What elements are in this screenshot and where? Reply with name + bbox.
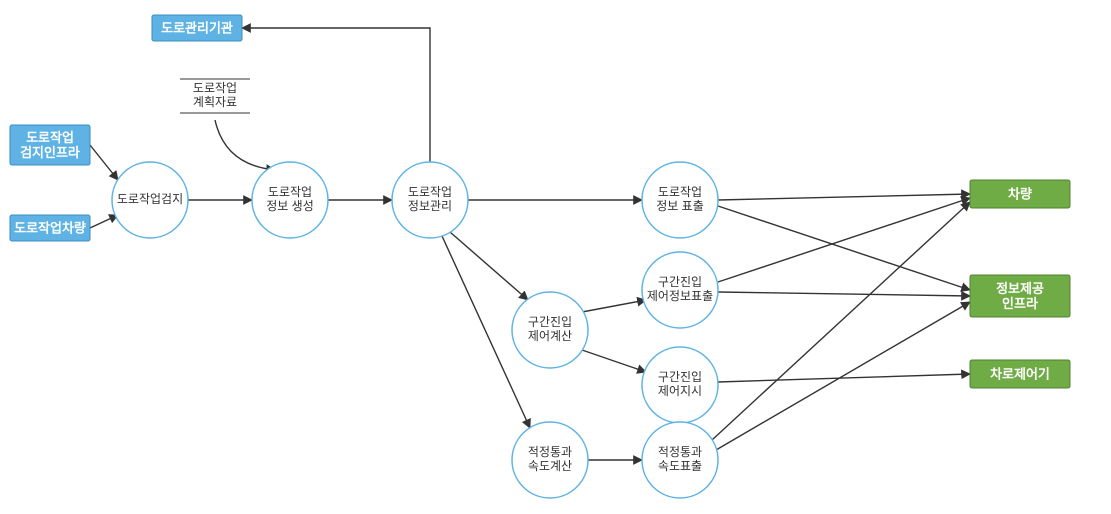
circle-node-entry_info: 구간진입제어정보표출 bbox=[642, 252, 718, 328]
svg-text:도로작업: 도로작업 bbox=[193, 81, 237, 95]
circle-node-info_disp: 도로작업정보 표출 bbox=[642, 162, 718, 238]
edge-speed_disp-to-vehicle bbox=[712, 202, 970, 440]
rect-node-road_mgmt_agency: 도로관리기관 bbox=[152, 15, 242, 41]
circle-node-speed_calc: 적정통과속도계산 bbox=[512, 422, 588, 498]
circle-node-info_gen: 도로작업정보 생성 bbox=[252, 162, 328, 238]
rect-node-detect_infra: 도로작업검지인프라 bbox=[10, 125, 90, 165]
svg-text:구간진입: 구간진입 bbox=[528, 315, 572, 329]
edge-entry_info-to-info_infra bbox=[718, 292, 970, 296]
circle-node-detect: 도로작업검지 bbox=[112, 162, 188, 238]
rect-node-work_vehicle: 도로작업차량 bbox=[10, 215, 90, 241]
circle-node-entry_cmd: 구간진입제어지시 bbox=[642, 347, 718, 423]
circle-node-entry_calc: 구간진입제어계산 bbox=[512, 292, 588, 368]
svg-text:제어계산: 제어계산 bbox=[528, 329, 572, 343]
edge-detect_infra-to-detect bbox=[90, 145, 118, 180]
edge-plan-to-info_gen bbox=[215, 120, 275, 170]
svg-text:정보관리: 정보관리 bbox=[408, 199, 452, 213]
svg-text:적정통과: 적정통과 bbox=[528, 445, 572, 459]
circle-node-info_mgmt: 도로작업정보관리 bbox=[392, 162, 468, 238]
label-plan-data: 도로작업계획자료 bbox=[180, 79, 250, 113]
svg-text:차량: 차량 bbox=[1008, 186, 1032, 201]
svg-text:도로작업: 도로작업 bbox=[268, 185, 312, 199]
edge-info_disp-to-vehicle bbox=[718, 194, 970, 200]
svg-text:속도표출: 속도표출 bbox=[658, 459, 702, 473]
rect-node-info_infra: 정보제공인프라 bbox=[970, 275, 1070, 317]
edge-work_vehicle-to-detect bbox=[90, 215, 118, 228]
svg-text:정보 표출: 정보 표출 bbox=[656, 199, 704, 213]
edge-info_mgmt-to-agency bbox=[242, 28, 430, 162]
svg-text:도로작업: 도로작업 bbox=[408, 185, 452, 199]
svg-text:속도계산: 속도계산 bbox=[528, 459, 572, 473]
svg-text:도로작업차량: 도로작업차량 bbox=[14, 220, 86, 235]
svg-text:정보제공: 정보제공 bbox=[996, 281, 1044, 296]
svg-text:구간진입: 구간진입 bbox=[658, 275, 702, 289]
svg-text:차로제어기: 차로제어기 bbox=[990, 366, 1050, 381]
svg-text:도로작업: 도로작업 bbox=[658, 185, 702, 199]
edge-info_disp-to-info_infra bbox=[718, 206, 970, 290]
svg-text:검지인프라: 검지인프라 bbox=[20, 145, 80, 160]
svg-text:도로관리기관: 도로관리기관 bbox=[161, 20, 233, 35]
svg-text:구간진입: 구간진입 bbox=[658, 370, 702, 384]
svg-text:계획자료: 계획자료 bbox=[193, 95, 237, 109]
svg-text:적정통과: 적정통과 bbox=[658, 445, 702, 459]
flow-diagram: 도로관리기관도로작업검지인프라도로작업차량차량정보제공인프라차로제어기도로작업검… bbox=[0, 0, 1111, 514]
rect-node-vehicle: 차량 bbox=[970, 180, 1070, 208]
svg-text:제어지시: 제어지시 bbox=[658, 384, 702, 398]
svg-text:정보 생성: 정보 생성 bbox=[266, 199, 314, 213]
edge-entry_calc-to-entry_info bbox=[582, 300, 646, 312]
svg-text:인프라: 인프라 bbox=[1002, 296, 1038, 311]
rect-node-lane_controller: 차로제어기 bbox=[970, 360, 1070, 388]
edge-info_mgmt-to-entry_calc bbox=[450, 232, 528, 300]
svg-text:제어정보표출: 제어정보표출 bbox=[647, 289, 713, 303]
edge-entry_calc-to-entry_cmd bbox=[582, 350, 646, 372]
edge-speed_disp-to-info_infra bbox=[716, 302, 970, 450]
circle-node-speed_disp: 적정통과속도표출 bbox=[642, 422, 718, 498]
edge-entry_info-to-vehicle bbox=[718, 198, 970, 282]
svg-text:도로작업: 도로작업 bbox=[26, 130, 74, 145]
svg-text:도로작업검지: 도로작업검지 bbox=[117, 192, 183, 206]
